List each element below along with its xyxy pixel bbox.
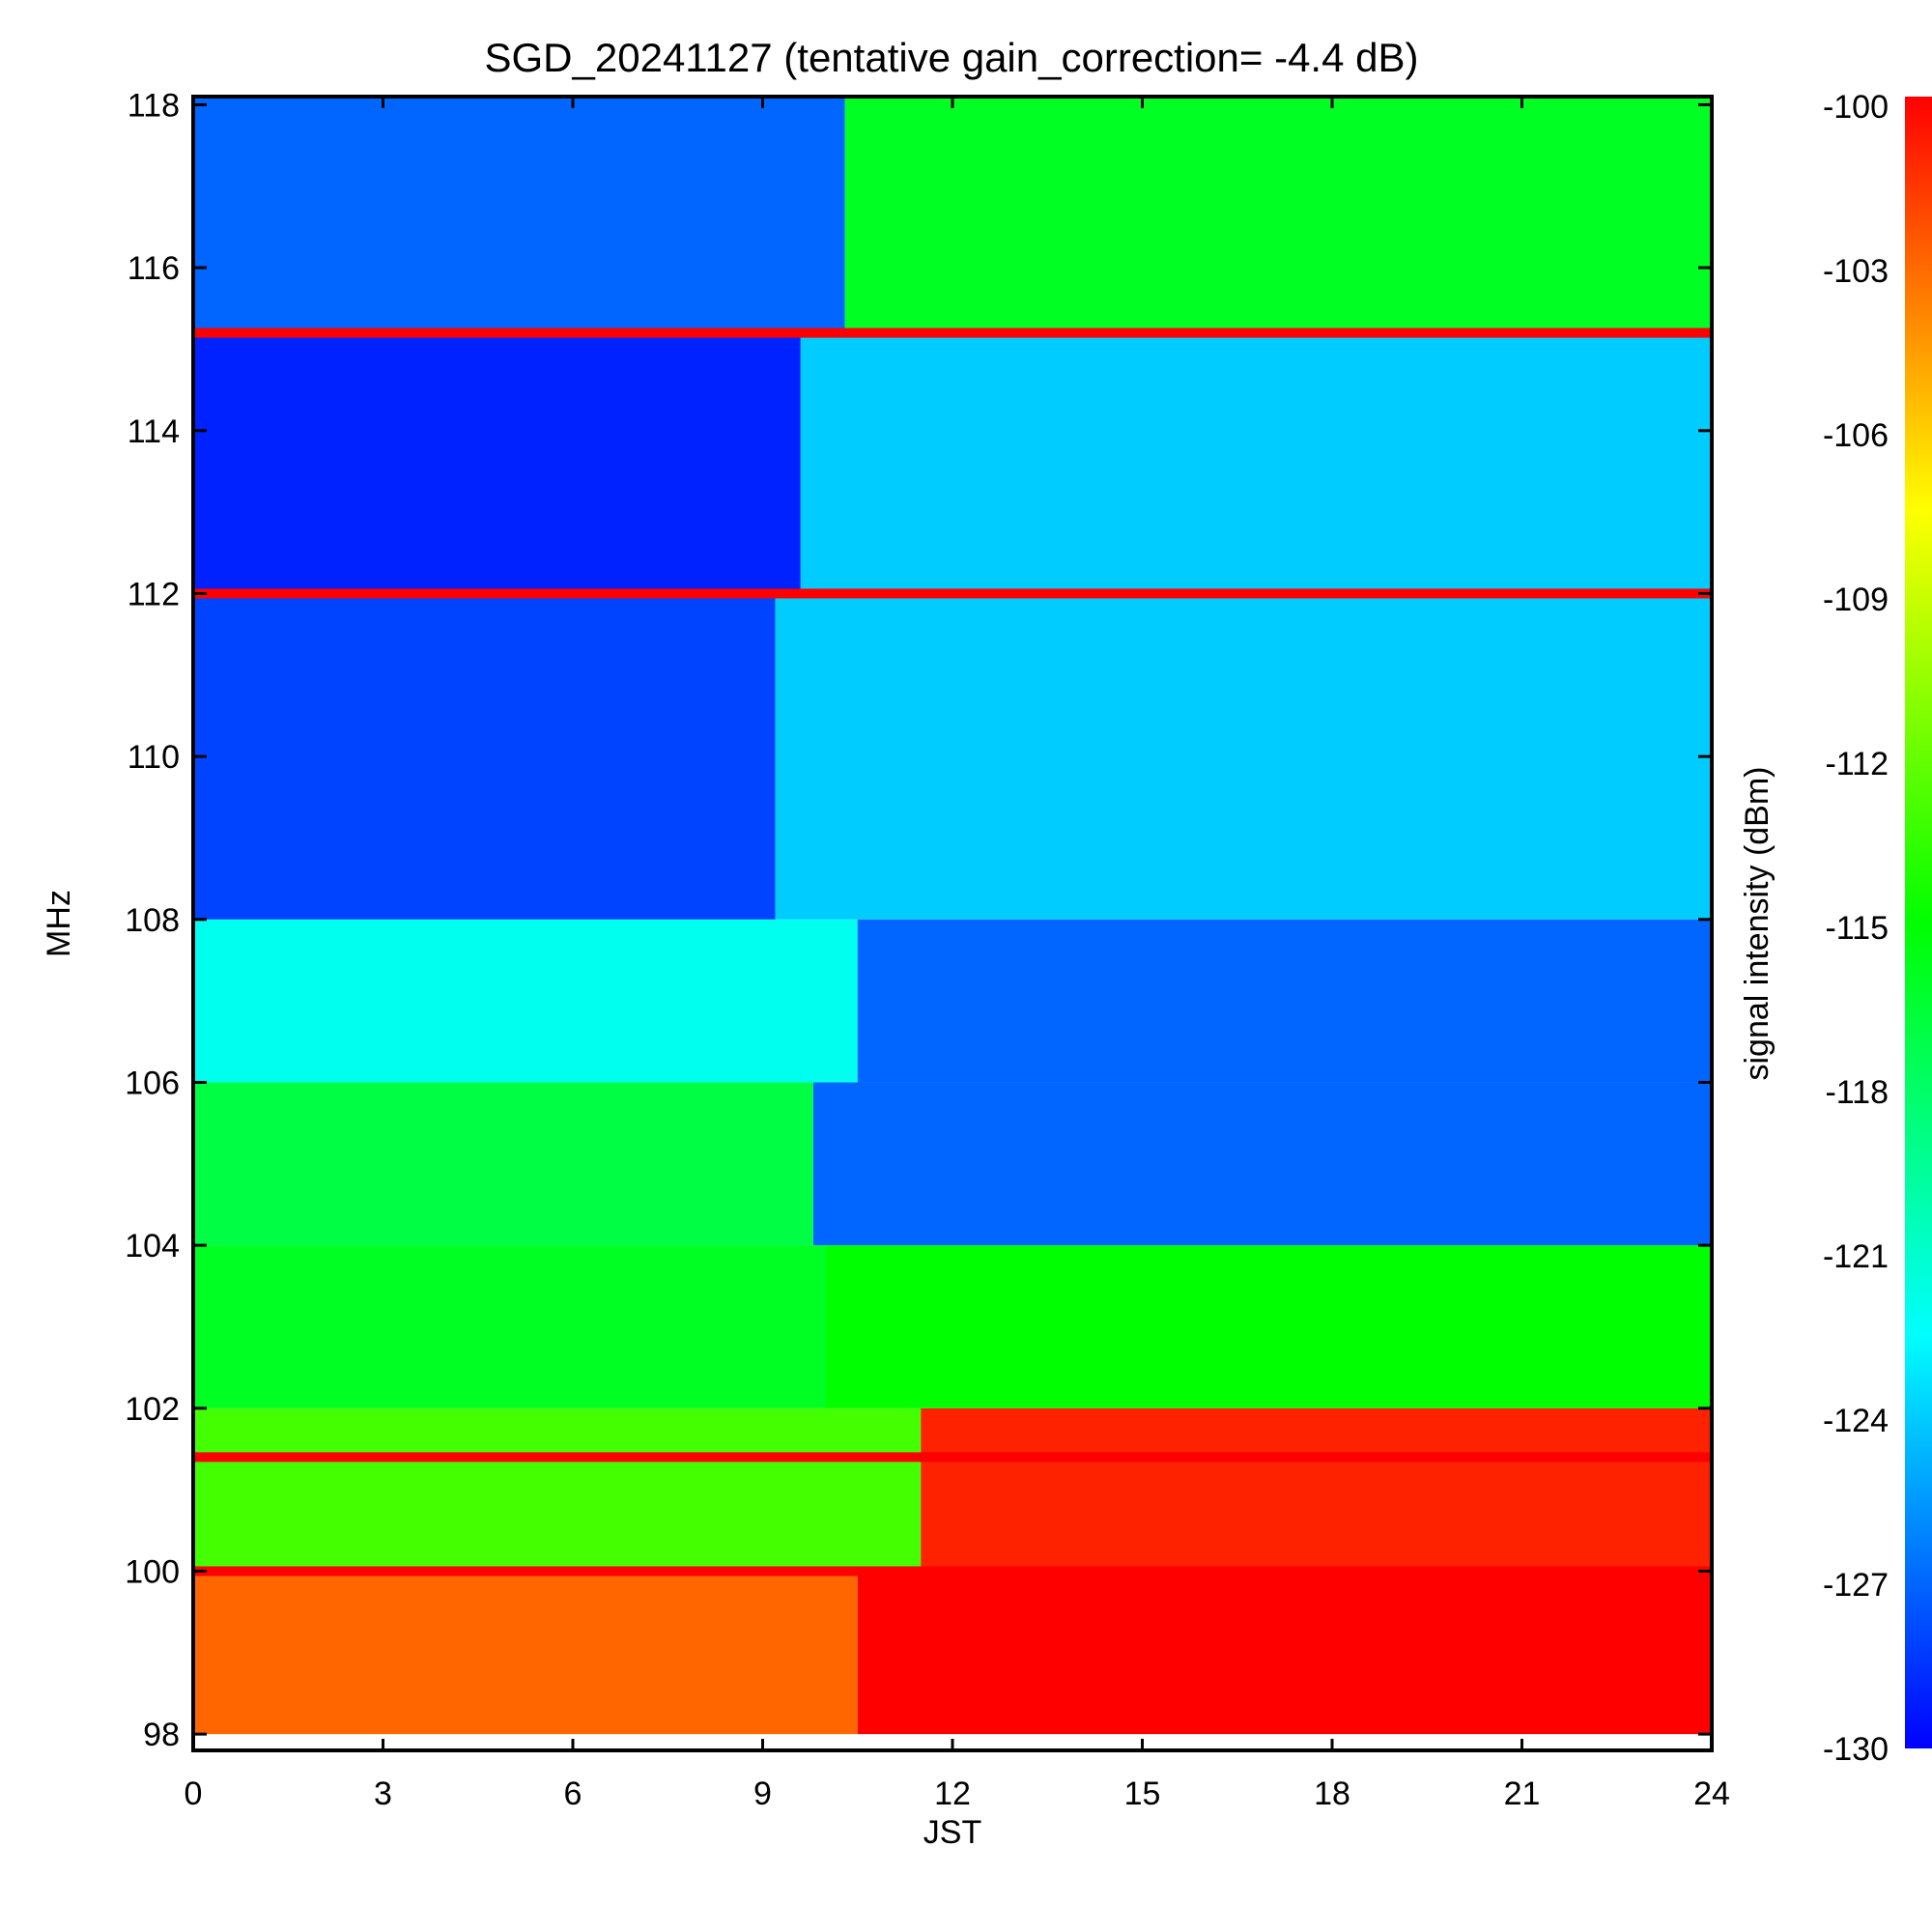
heatmap-cell xyxy=(193,593,776,920)
heatmap-cell xyxy=(193,919,858,1083)
y-tick-label: 108 xyxy=(125,902,180,939)
colorbar-tick-label: -130 xyxy=(1823,1731,1889,1768)
x-tick-label: 3 xyxy=(374,1776,392,1812)
heatmap-cell xyxy=(812,1082,1712,1246)
colorbar-tick-label: -115 xyxy=(1825,910,1889,947)
heatmap-carrier-line xyxy=(193,1452,1712,1463)
y-tick-label: 104 xyxy=(125,1228,180,1264)
y-tick-label: 98 xyxy=(143,1717,180,1753)
colorbar-tick-label: -109 xyxy=(1823,582,1889,618)
x-tick-label: 18 xyxy=(1314,1776,1350,1812)
x-tick-label: 12 xyxy=(934,1776,971,1812)
x-tick-label: 15 xyxy=(1124,1776,1161,1812)
heatmap-cell xyxy=(193,1245,826,1408)
x-axis-ticks: 0 3 6 9 12 15 18 21 24 xyxy=(185,97,1730,1812)
colorbar-tick-label: -124 xyxy=(1823,1403,1889,1439)
heatmap-cell xyxy=(775,593,1712,920)
y-axis-label: MHz xyxy=(41,890,77,957)
colorbar-label: signal intensity (dBm) xyxy=(1739,766,1776,1080)
heatmap-cell xyxy=(826,1245,1712,1408)
colorbar-ticks: -100 -103 -106 -109 -112 -115 -118 -121 -124 -127… xyxy=(1823,89,1889,1768)
y-tick-label: 110 xyxy=(128,739,180,776)
x-axis-label: JST xyxy=(923,1814,981,1851)
colorbar-tick-label: -112 xyxy=(1825,746,1889,782)
x-tick-label: 6 xyxy=(564,1776,582,1812)
heatmap-cell xyxy=(193,1571,858,1735)
heatmap-cell xyxy=(921,1407,1712,1572)
x-tick-label: 0 xyxy=(185,1776,203,1812)
x-tick-label: 24 xyxy=(1693,1776,1730,1812)
y-tick-label: 118 xyxy=(128,87,180,124)
x-tick-label: 21 xyxy=(1504,1776,1541,1812)
colorbar-tick-label: -121 xyxy=(1823,1238,1889,1275)
y-tick-label: 114 xyxy=(128,413,180,450)
x-tick-label: 9 xyxy=(753,1776,772,1812)
y-tick-label: 112 xyxy=(128,576,180,612)
colorbar-tick-label: -127 xyxy=(1823,1567,1889,1604)
y-tick-label: 102 xyxy=(125,1391,180,1428)
heatmap-carrier-line xyxy=(193,327,1712,338)
heatmap-cell xyxy=(193,1407,922,1572)
heatmap-cell xyxy=(857,1571,1712,1735)
y-tick-label: 100 xyxy=(125,1553,180,1590)
heatmap-cell xyxy=(800,332,1712,594)
heatmap-cell xyxy=(857,919,1712,1083)
colorbar-tick-label: -103 xyxy=(1823,253,1889,290)
chart-title: SGD_20241127 (tentative gain_correction=… xyxy=(485,35,1419,80)
heatmap-carrier-line xyxy=(193,588,1712,599)
heatmap-cell xyxy=(844,97,1712,333)
y-tick-label: 116 xyxy=(128,250,180,287)
heatmap-cell xyxy=(193,97,845,333)
colorbar-tick-label: -106 xyxy=(1823,417,1889,454)
colorbar-tick-label: -100 xyxy=(1823,89,1889,126)
heatmap-cell xyxy=(193,332,801,594)
y-axis-ticks: 98 100 102 104 106 108 110 112 114 116 118 xyxy=(125,87,1712,1753)
colorbar-tick-label: -118 xyxy=(1825,1074,1889,1111)
heatmap-carrier-line xyxy=(193,1566,1712,1577)
colorbar xyxy=(1905,97,1932,1748)
heatmap-cell xyxy=(193,1082,813,1246)
y-tick-label: 106 xyxy=(125,1065,180,1101)
heatmap-plot-area xyxy=(193,97,1712,1735)
